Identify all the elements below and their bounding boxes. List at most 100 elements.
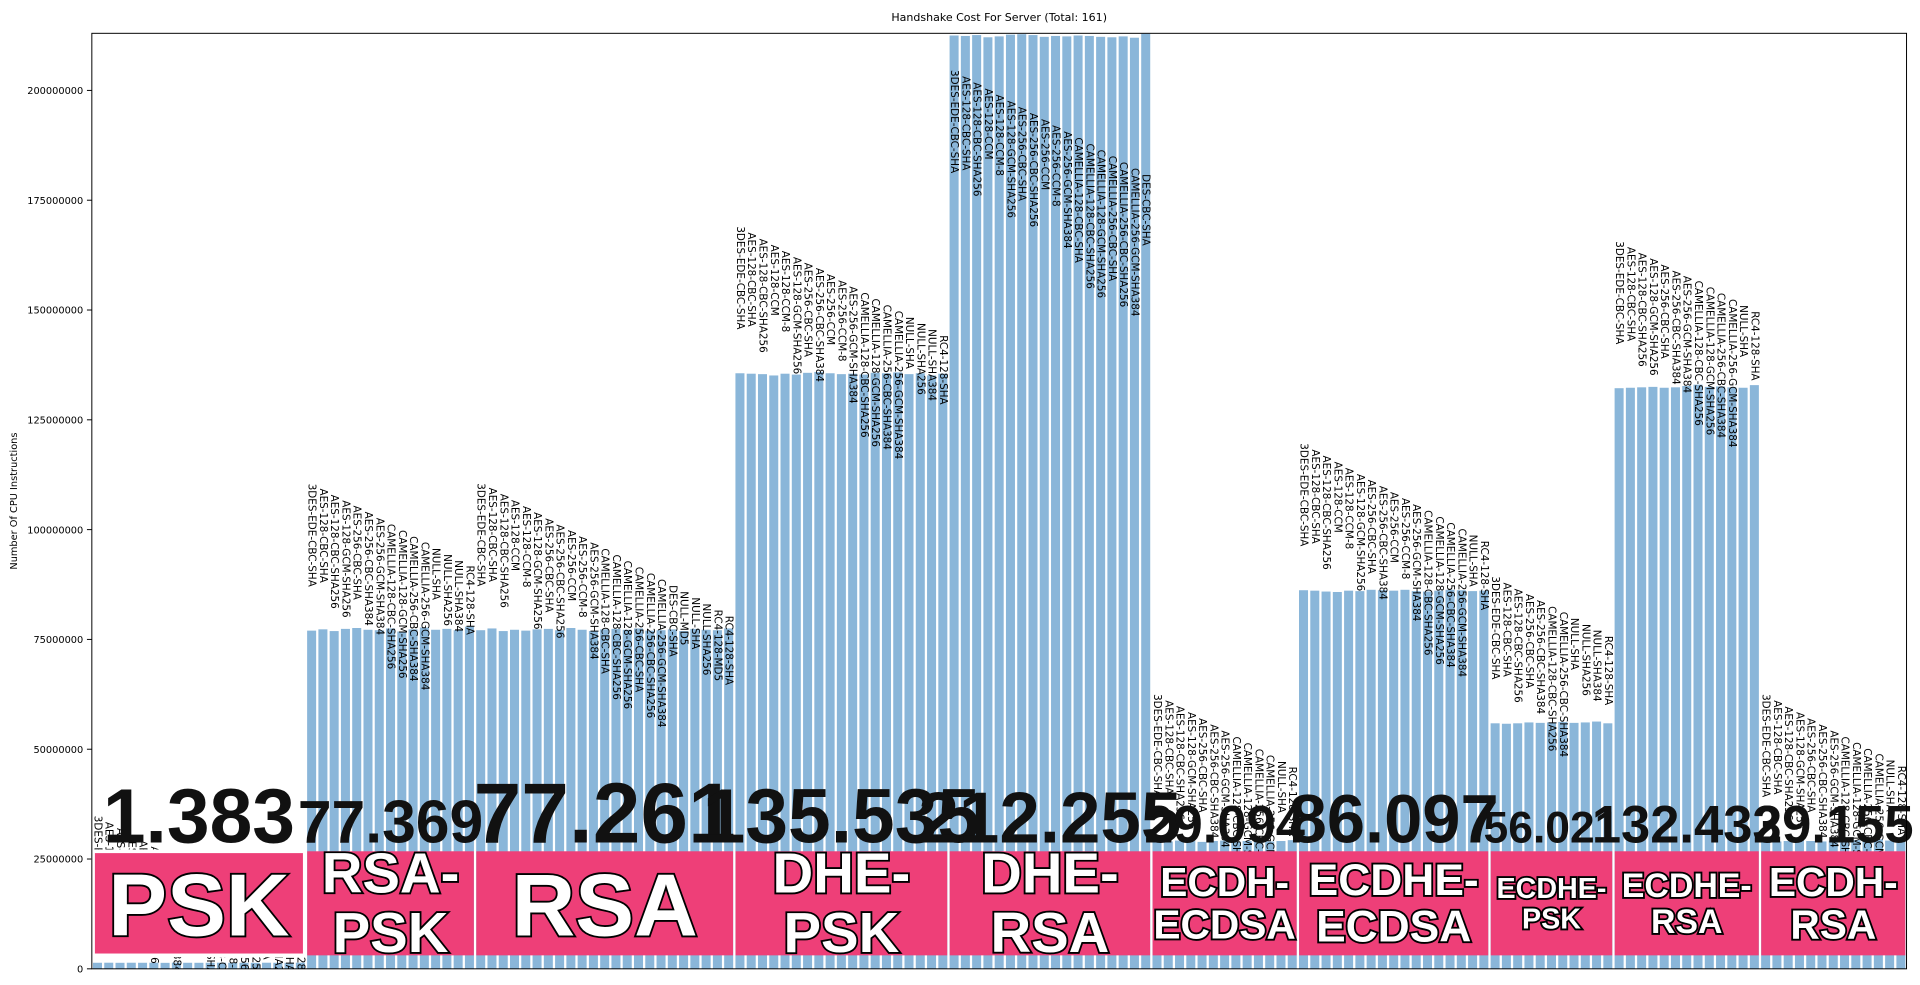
category-label: CAMELLIA-256-GCM-SHA384 [1128, 168, 1140, 317]
group-box [307, 851, 474, 956]
bar [442, 628, 452, 969]
bar [1704, 386, 1714, 969]
bar [701, 629, 711, 969]
category-label: CAMELLIA-128-GCM-SHA256 [396, 530, 408, 678]
category-label: AES-128-GCM-SHA256 [1793, 712, 1805, 829]
bar [1400, 589, 1410, 969]
bar [1558, 721, 1568, 969]
category-label: 3DES-EDE-CBC-SHA [1298, 443, 1310, 547]
category-label: NULL-SHA [903, 317, 915, 370]
bar [949, 35, 959, 969]
bar [1727, 387, 1737, 969]
category-label: AES-256-CBC-SHA [1523, 594, 1535, 689]
bar [803, 372, 813, 969]
category-label: NULL-SHA [1737, 305, 1749, 358]
bar [780, 373, 790, 969]
bar [352, 628, 362, 969]
y-tick-label: 100000000 [27, 525, 83, 536]
category-label: AES-256-CBC-SHA384 [362, 512, 374, 627]
bar [1062, 36, 1072, 969]
bar [915, 373, 925, 969]
y-tick-label: 200000000 [27, 86, 83, 97]
bar [1299, 590, 1309, 969]
bar [983, 37, 993, 969]
bar [881, 373, 891, 969]
category-label: AES-128-CCM-8 [993, 95, 1005, 176]
category-label: AES-256-CCM-8 [1050, 125, 1062, 206]
category-label: AES-128-CCM-8 [520, 506, 532, 587]
category-label: CAMELLIA-256-GCM-SHA384 [1726, 299, 1738, 448]
bar [1377, 590, 1387, 969]
bar [1039, 36, 1049, 969]
category-label: AES-256-CBC-SHA [1658, 264, 1670, 359]
category-label: AES-128-CBC-SHA256 [1512, 589, 1524, 703]
category-label: CAMELLIA-256-CBC-SHA384 [880, 305, 892, 451]
group-name: ECDHE-ECDSA [1309, 856, 1479, 952]
y-tick-label: 125000000 [27, 415, 83, 426]
bar [769, 375, 779, 969]
category-label: AES-256-CBC-SHA [1805, 718, 1817, 813]
category-label: NULL-SHA256 [914, 323, 926, 395]
category-label: AES-256-CCM [824, 274, 836, 345]
group-value-label: 29.155 [1753, 796, 1914, 855]
category-label: AES-128-CBC-SHA256 [497, 494, 509, 608]
category-label: AES-128-CBC-SHA [317, 489, 329, 584]
category-label: AES-256-CBC-SHA [802, 263, 814, 358]
category-label: NULL-SHA [1568, 618, 1580, 671]
bar [960, 35, 970, 969]
category-label: CAMELLIA-128-GCM-SHA256 [1703, 287, 1715, 436]
category-label: AES-128-CBC-SHA [486, 488, 498, 583]
category-label: CAMELLIA-128-CBC-SHA256 [385, 524, 397, 669]
category-label: CAMELLIA-256-CBC-SHA256 [644, 573, 656, 718]
category-label: RC4-128-SHA [1286, 767, 1298, 837]
category-label: CAMELLIA-128-CBC-SHA [599, 548, 611, 674]
bar [1659, 387, 1669, 969]
bar [938, 373, 948, 969]
category-label: AES-256-CBC-SHA384 [1669, 271, 1681, 386]
bar [1513, 723, 1523, 969]
y-axis-label: Number Of CPU Instructions [9, 433, 20, 570]
category-label: CAMELLIA-256-GCM-SHA384 [655, 579, 667, 728]
bar [1073, 35, 1083, 969]
category-label: AES-128-GCM-SHA256 [531, 512, 543, 629]
bar [1603, 723, 1613, 969]
bar [126, 962, 136, 969]
category-label: NULL-SHA256 [1579, 624, 1591, 696]
bar [1028, 35, 1038, 969]
category-label: NULL-SHA384 [926, 329, 938, 401]
category-label: AES-128-CBC-SHA256 [1174, 706, 1186, 820]
bar [149, 962, 159, 969]
group-value-label: 135.535 [703, 775, 981, 860]
category-label: NULL-SHA256 [441, 554, 453, 626]
bar [1344, 590, 1354, 969]
bar [1580, 722, 1590, 969]
bar [476, 630, 486, 969]
category-label: AES-256-CBC-SHA [542, 518, 554, 613]
bar [1490, 723, 1500, 969]
bar [1017, 34, 1027, 969]
bar [543, 628, 553, 969]
category-label: NULL-SHA [689, 597, 701, 650]
category-label: RC4-128-SHA [1478, 541, 1490, 611]
group-box [735, 851, 948, 956]
bar [1107, 37, 1117, 969]
bar [1614, 388, 1624, 969]
bar [870, 372, 880, 969]
category-label: AES-256-GCM-SHA384 [1410, 504, 1422, 622]
bar [1670, 387, 1680, 969]
bar [329, 631, 339, 969]
category-label: CAMELLIA-128-CBC-SHA256 [1421, 510, 1433, 655]
category-label: AES-256-CBC-SHA384 [1376, 486, 1388, 601]
bar [1434, 590, 1444, 969]
bar [228, 962, 238, 969]
bar [1716, 386, 1726, 969]
bar [318, 629, 328, 969]
bar [1321, 591, 1331, 969]
category-label: 3DES-EDE-CBC-SHA [1489, 576, 1501, 680]
category-label: NULL-SHA384 [1591, 630, 1603, 702]
category-label: NULL-SHA [1275, 761, 1287, 814]
category-label: CAMELLIA-256-CBC-SHA256 [1117, 162, 1129, 307]
bar [735, 373, 745, 969]
category-label: CAMELLIA-128-CBC-SHA256 [1839, 736, 1851, 881]
y-tick-label: 50000000 [33, 745, 83, 756]
